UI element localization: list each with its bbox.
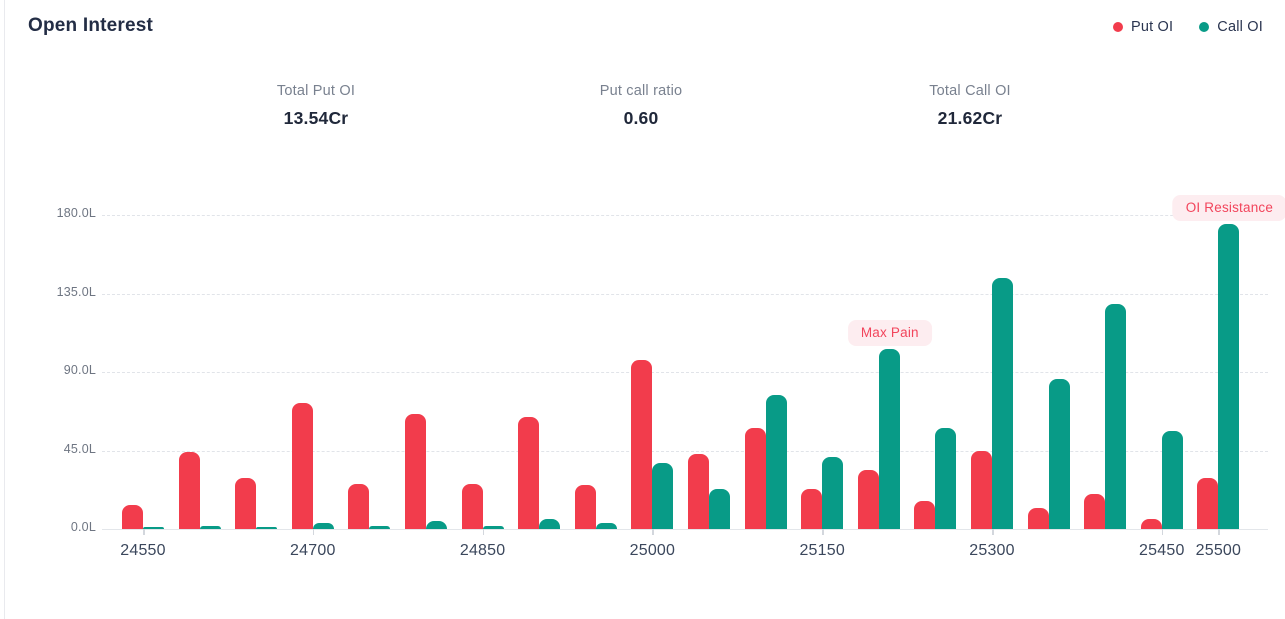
call-oi-dot-icon (1199, 22, 1210, 32)
legend-label: Put OI (1130, 19, 1174, 35)
put-bar[interactable] (178, 452, 200, 529)
y-axis-label: 0.0L (70, 520, 96, 534)
put-bar[interactable] (971, 450, 992, 529)
put-bar[interactable] (1197, 478, 1219, 529)
gridline (102, 293, 1268, 295)
y-axis-label: 90.0L (63, 363, 96, 377)
put-bar[interactable] (574, 485, 596, 529)
x-axis-tick (652, 529, 654, 535)
stat-value: 21.62Cr (937, 108, 1003, 128)
call-bar[interactable] (312, 522, 334, 529)
put-bar[interactable] (1084, 494, 1106, 529)
legend-label: Call OI (1217, 19, 1263, 35)
x-axis-label: 24850 (459, 542, 506, 559)
call-bar[interactable] (143, 526, 164, 529)
stat-label: Total Call OI (929, 83, 1011, 99)
call-bar[interactable] (1048, 378, 1070, 529)
x-axis-label: 25150 (799, 542, 845, 559)
card-left-border (4, 0, 5, 619)
call-bar[interactable] (369, 525, 391, 529)
put-bar[interactable] (405, 413, 426, 529)
x-axis-tick (482, 529, 485, 535)
put-bar[interactable] (1027, 508, 1049, 529)
x-axis-tick (1218, 529, 1220, 535)
x-axis-label: 24700 (290, 542, 336, 559)
stat-value: 0.60 (623, 108, 659, 128)
call-bar[interactable] (652, 462, 674, 529)
x-axis-label: 25500 (1195, 542, 1242, 559)
call-bar[interactable] (1161, 431, 1183, 529)
put-bar[interactable] (631, 359, 653, 529)
put-bar[interactable] (348, 483, 370, 529)
call-bar[interactable] (482, 525, 504, 529)
put-bar[interactable] (744, 427, 766, 529)
x-axis-label: 25450 (1139, 542, 1185, 559)
x-axis-tick (822, 529, 824, 535)
stat-put-call-ratio: Put call ratio 0.60 (600, 83, 683, 129)
y-axis-label: 135.0L (56, 284, 96, 299)
call-bar[interactable] (1105, 303, 1127, 529)
call-bar[interactable] (595, 522, 617, 529)
x-axis-label: 25300 (969, 542, 1015, 559)
call-bar[interactable] (935, 427, 957, 529)
x-axis-tick (992, 529, 994, 535)
stat-total-put-oi: Total Put OI 13.54Cr (277, 83, 355, 129)
stat-label: Put call ratio (599, 83, 683, 99)
put-bar[interactable] (688, 453, 709, 529)
chart-legend: Put OI Call OI (1112, 19, 1263, 35)
stat-label: Total Put OI (276, 83, 356, 99)
put-bar[interactable] (122, 504, 143, 529)
put-bar[interactable] (235, 478, 257, 529)
stat-total-call-oi: Total Call OI 21.62Cr (929, 83, 1011, 129)
put-bar[interactable] (801, 488, 823, 529)
x-axis-tick (143, 529, 145, 535)
call-bar[interactable] (256, 526, 278, 529)
gridline (102, 372, 1268, 373)
x-axis-tick (1161, 529, 1164, 535)
call-bar[interactable] (426, 521, 447, 529)
call-bar[interactable] (199, 526, 221, 529)
legend-item-put-oi[interactable]: Put OI (1112, 19, 1174, 35)
call-bar[interactable] (709, 488, 730, 529)
put-bar[interactable] (914, 501, 936, 529)
put-bar[interactable] (857, 469, 879, 529)
call-bar[interactable] (539, 519, 561, 529)
call-bar[interactable] (822, 457, 844, 529)
put-bar[interactable] (518, 417, 540, 529)
put-bar[interactable] (291, 403, 313, 529)
put-bar[interactable] (1140, 519, 1162, 529)
call-bar[interactable] (992, 277, 1013, 529)
max-pain-label: Max Pain (847, 320, 932, 347)
page-title: Open Interest (28, 15, 154, 36)
x-axis-label: 25000 (629, 542, 676, 559)
y-axis-label: 180.0L (56, 206, 96, 220)
put-bar[interactable] (461, 483, 483, 529)
call-bar[interactable] (878, 349, 900, 529)
x-axis-tick (312, 529, 315, 535)
call-bar[interactable] (1218, 223, 1240, 529)
gridline (102, 450, 1268, 452)
put-oi-dot-icon (1112, 22, 1123, 32)
x-axis-label: 24550 (120, 542, 166, 559)
gridline (102, 215, 1268, 216)
oi-resistance-label: OI Resistance (1172, 194, 1285, 221)
x-axis-line (102, 529, 1268, 530)
legend-item-call-oi[interactable]: Call OI (1199, 19, 1263, 35)
call-bar[interactable] (765, 394, 787, 529)
y-axis-label: 45.0L (63, 441, 96, 456)
stat-value: 13.54Cr (283, 108, 349, 128)
